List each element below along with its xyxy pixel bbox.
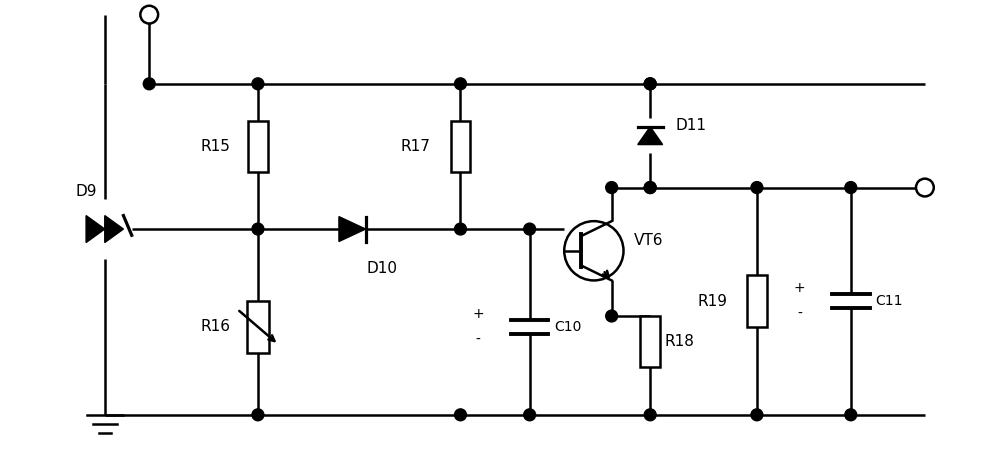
Bar — [248, 121, 268, 172]
Text: +: + — [472, 307, 484, 321]
Text: D10: D10 — [367, 261, 398, 276]
Text: VT6: VT6 — [633, 234, 663, 248]
Text: R15: R15 — [200, 139, 230, 154]
Text: -: - — [797, 307, 802, 321]
Text: D9: D9 — [75, 184, 97, 199]
Circle shape — [751, 409, 763, 421]
Polygon shape — [638, 127, 663, 145]
Circle shape — [845, 182, 857, 193]
Circle shape — [751, 182, 763, 193]
Polygon shape — [86, 216, 105, 242]
Text: D11: D11 — [676, 118, 707, 133]
Text: R19: R19 — [697, 294, 727, 309]
Circle shape — [252, 78, 264, 90]
Text: +: + — [794, 281, 805, 295]
Circle shape — [644, 182, 656, 193]
Circle shape — [455, 78, 466, 90]
Circle shape — [524, 409, 536, 421]
Circle shape — [524, 223, 536, 235]
Circle shape — [916, 179, 934, 197]
Circle shape — [644, 409, 656, 421]
Circle shape — [644, 182, 656, 193]
Bar — [451, 121, 470, 172]
Circle shape — [252, 223, 264, 235]
Polygon shape — [105, 216, 123, 242]
Circle shape — [143, 78, 155, 90]
Text: C11: C11 — [875, 294, 903, 308]
Circle shape — [455, 409, 466, 421]
Text: R18: R18 — [664, 334, 694, 349]
Bar — [640, 316, 660, 368]
Bar — [247, 301, 269, 353]
Polygon shape — [339, 217, 366, 241]
Circle shape — [455, 223, 466, 235]
Circle shape — [644, 78, 656, 90]
Bar — [747, 276, 767, 327]
Text: R17: R17 — [401, 139, 431, 154]
Circle shape — [606, 310, 618, 322]
Circle shape — [252, 409, 264, 421]
Circle shape — [644, 78, 656, 90]
Circle shape — [845, 409, 857, 421]
Text: C10: C10 — [554, 320, 582, 334]
Circle shape — [606, 182, 618, 193]
Text: R16: R16 — [200, 319, 230, 334]
Circle shape — [140, 6, 158, 23]
Text: -: - — [476, 333, 481, 347]
